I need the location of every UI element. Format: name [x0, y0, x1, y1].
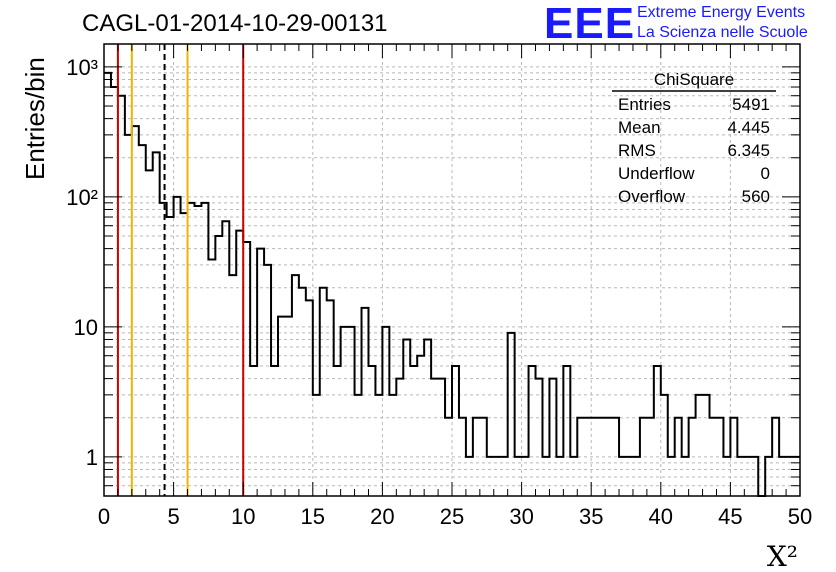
histogram-bin [703, 395, 710, 496]
histogram-bin [696, 395, 703, 496]
histogram-bin [125, 135, 132, 496]
y-tick-label: 10³ [66, 55, 98, 80]
histogram-bin [362, 308, 369, 496]
x-tick-label: 10 [231, 504, 255, 529]
grid [104, 44, 800, 497]
stats-label: Entries [618, 95, 671, 114]
histogram-bin [194, 206, 201, 496]
histogram-bin [431, 379, 438, 496]
histogram-bin [188, 203, 195, 496]
histogram-bin [181, 213, 188, 496]
histogram-bin [139, 145, 146, 496]
eee-logo: EEE [544, 0, 636, 48]
y-tick-label: 10 [74, 315, 98, 340]
stats-value: 6.345 [727, 141, 770, 160]
x-tick-label: 25 [440, 504, 464, 529]
histogram-bin [410, 366, 417, 496]
histogram-bin [306, 300, 313, 496]
x-tick-label: 50 [788, 504, 812, 529]
histogram-bin [382, 327, 389, 496]
histogram-bin [417, 356, 424, 496]
histogram-bin [201, 203, 208, 496]
x-axis-label: X² [767, 540, 798, 572]
y-tick-label: 10² [66, 185, 98, 210]
x-tick-label: 0 [98, 504, 110, 529]
histogram-bin [132, 126, 139, 496]
y-axis: 1 10 10² 10³ [66, 55, 800, 497]
logo-line-1: Extreme Energy Events [637, 4, 806, 21]
histogram-bin [271, 366, 278, 496]
histogram-bin [508, 333, 515, 496]
histogram-bin [236, 231, 243, 496]
histogram-bin [389, 395, 396, 496]
stats-value: 0 [761, 164, 770, 183]
histogram-bin [222, 221, 229, 496]
histogram-bin [327, 300, 334, 496]
histogram-bin [174, 197, 181, 496]
histogram-bin [368, 366, 375, 496]
histogram-bin [104, 73, 111, 496]
x-tick-label: 15 [301, 504, 325, 529]
stats-value: 5491 [732, 95, 770, 114]
histogram-bin [563, 366, 570, 496]
x-tick-label: 30 [509, 504, 533, 529]
histogram-bin [341, 327, 348, 496]
stats-value: 4.445 [727, 118, 770, 137]
histogram-bin [320, 288, 327, 496]
stats-value: 560 [742, 187, 770, 206]
histogram-bin [348, 327, 355, 496]
histogram-bin [549, 379, 556, 496]
x-tick-label: 45 [718, 504, 742, 529]
histogram-bin [264, 265, 271, 496]
stats-box: ChiSquare Entries 5491 Mean 4.445 RMS 6.345 Und… [612, 70, 776, 206]
y-tick-label: 1 [86, 445, 98, 470]
x-axis: 0 5 10 15 20 25 30 35 40 45 50 [98, 44, 812, 529]
histogram-bin [536, 379, 543, 496]
histogram-outline [104, 71, 800, 497]
histogram-bin [299, 288, 306, 496]
histogram-bin [438, 379, 445, 496]
histogram-bin [654, 366, 661, 496]
histogram-bin [118, 96, 125, 496]
histogram-bin [661, 395, 668, 496]
histogram-bin [375, 395, 382, 496]
stats-label: Overflow [618, 187, 686, 206]
histogram-bin [250, 366, 257, 496]
x-tick-label: 5 [167, 504, 179, 529]
chart-title: CAGL-01-2014-10-29-00131 [82, 10, 388, 37]
stats-label: Underflow [618, 164, 695, 183]
histogram-bin [208, 259, 215, 496]
x-tick-label: 35 [579, 504, 603, 529]
histogram-bin [167, 217, 174, 496]
x-tick-label: 40 [649, 504, 673, 529]
stats-label: RMS [618, 141, 656, 160]
histogram-bin [160, 203, 167, 496]
stats-title: ChiSquare [654, 70, 734, 89]
stats-label: Mean [618, 118, 661, 137]
histogram-bin [334, 366, 341, 496]
histogram-bin [111, 87, 118, 496]
histogram [104, 71, 800, 497]
histogram-bin [452, 366, 459, 496]
logo-line-2: La Scienza nelle Scuole [637, 24, 808, 41]
histogram-bin [243, 242, 250, 496]
histogram-bin [529, 366, 536, 496]
x-tick-label: 20 [370, 504, 394, 529]
histogram-bin [153, 152, 160, 496]
histogram-bin [257, 249, 264, 496]
histogram-bin [313, 395, 320, 496]
histogram-bin [396, 379, 403, 496]
histogram-bin [355, 395, 362, 496]
